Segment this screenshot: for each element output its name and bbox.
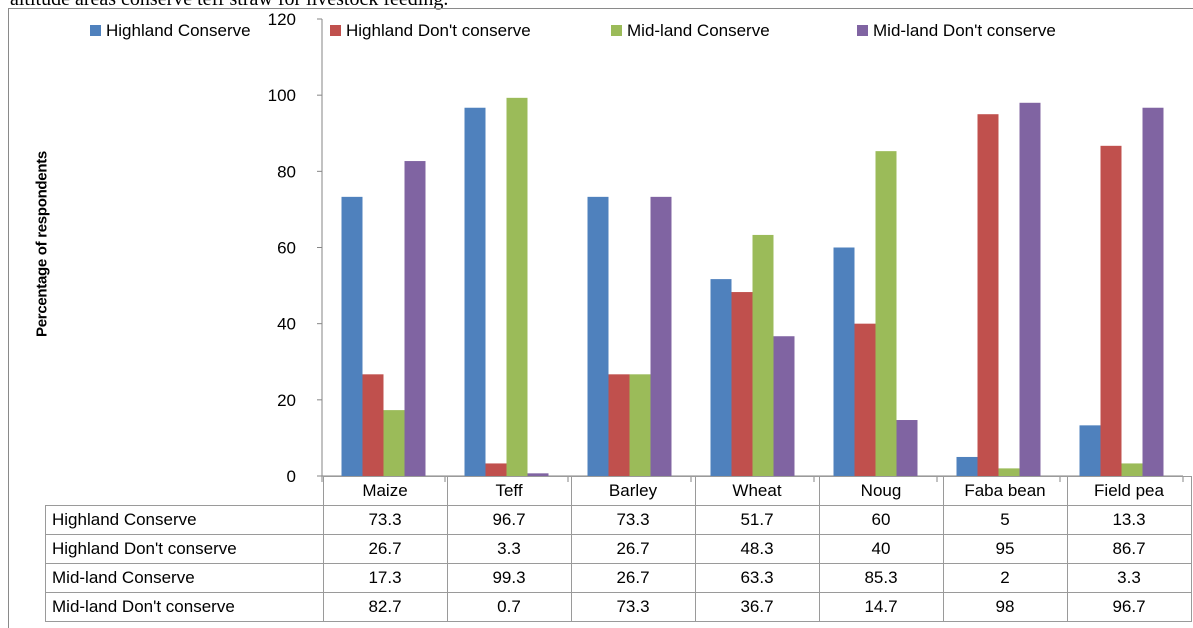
bar [464,107,486,477]
bar [341,196,363,476]
bar [506,97,528,477]
bar [773,336,795,476]
data-value-cell: 17.3 [322,563,448,593]
row-series-label: Highland Don't conserve [45,534,324,564]
data-value-cell: 99.3 [446,563,572,593]
data-value-cell: 96.7 [1066,592,1192,622]
category-label: Teff [446,476,572,506]
data-value-cell: 3.3 [1066,563,1192,593]
data-value-cell: 82.7 [322,592,448,622]
data-value-cell: 26.7 [570,534,696,564]
category-label: Wheat [694,476,820,506]
bar [956,456,978,476]
bar [608,374,630,476]
bar [650,196,672,476]
legend-swatch [611,25,622,36]
bar [896,420,918,476]
bar [629,374,651,476]
data-value-cell: 26.7 [322,534,448,564]
data-value-cell: 40 [818,534,944,564]
data-value-cell: 85.3 [818,563,944,593]
bar [587,196,609,476]
data-value-cell: 13.3 [1066,505,1192,535]
bar [527,473,549,476]
data-value-cell: 48.3 [694,534,820,564]
data-value-cell: 5 [942,505,1068,535]
table-row: Mid-land Don't conserve 82.7 0.7 73.3 36.7 14… [45,592,1192,622]
data-value-cell: 73.3 [322,505,448,535]
y-tick-label: 20 [277,391,296,410]
legend-label: Highland Conserve [106,21,251,40]
row-series-label: Mid-land Don't conserve [45,592,324,622]
bar [731,292,753,476]
bar [1121,463,1143,476]
data-value-cell: 73.3 [570,505,696,535]
figure-caption: altitude areas conserve teff straw for l… [10,0,448,11]
bar [710,279,732,476]
bar [1142,107,1164,477]
y-tick-label: 60 [277,239,296,258]
bar [1019,102,1041,477]
bar [404,161,426,476]
y-tick-label: 40 [277,315,296,334]
data-value-cell: 60 [818,505,944,535]
legend-swatch [330,25,341,36]
y-tick-label: 120 [268,10,296,29]
legend-label: Mid-land Don't conserve [873,21,1056,40]
y-tick-label: 0 [287,467,296,486]
data-value-cell: 73.3 [570,592,696,622]
data-value-cell: 63.3 [694,563,820,593]
y-tick-label: 100 [268,86,296,105]
bar [1079,425,1101,476]
bar [362,374,384,476]
data-value-cell: 2 [942,563,1068,593]
category-label: Maize [322,476,448,506]
data-value-cell: 96.7 [446,505,572,535]
row-series-label: Mid-land Conserve [45,563,324,593]
bar [833,247,855,476]
bar [752,234,774,476]
bar [485,463,507,476]
table-header-row: Maize Teff Barley Wheat Noug Faba bean Field p… [46,476,1192,506]
row-series-label: Highland Conserve [45,505,324,535]
table-row: Highland Don't conserve 26.7 3.3 26.7 48.3 40… [45,534,1192,564]
data-value-cell: 0.7 [446,592,572,622]
bar [977,114,999,476]
data-value-cell: 95 [942,534,1068,564]
category-label: Field pea [1066,476,1192,506]
data-value-cell: 26.7 [570,563,696,593]
bar [998,468,1020,476]
legend-swatch [90,25,101,36]
bar-chart: 0 20 40 60 80 100 120 Highland Conserve Highland… [90,10,1184,486]
data-value-cell: 14.7 [818,592,944,622]
data-value-cell: 51.7 [694,505,820,535]
legend-label: Highland Don't conserve [346,21,531,40]
data-value-cell: 98 [942,592,1068,622]
bar [854,323,876,476]
y-tick-label: 80 [277,162,296,181]
category-label: Faba bean [942,476,1068,506]
category-label: Noug [818,476,944,506]
bar [1100,145,1122,476]
bar [383,410,405,476]
data-value-cell: 86.7 [1066,534,1192,564]
legend-label: Mid-land Conserve [627,21,770,40]
legend-swatch [857,25,868,36]
data-table: Maize Teff Barley Wheat Noug Faba bean Field p… [45,476,1192,622]
table-corner-cell [46,477,324,506]
bar [875,151,897,476]
data-value-cell: 36.7 [694,592,820,622]
table-row: Highland Conserve 73.3 96.7 73.3 51.7 60 5 13.3 [45,505,1192,535]
data-value-cell: 3.3 [446,534,572,564]
table-row: Mid-land Conserve 17.3 99.3 26.7 63.3 85.3 2 3.… [45,563,1192,593]
chart-frame [8,8,1193,628]
category-label: Barley [570,476,696,506]
